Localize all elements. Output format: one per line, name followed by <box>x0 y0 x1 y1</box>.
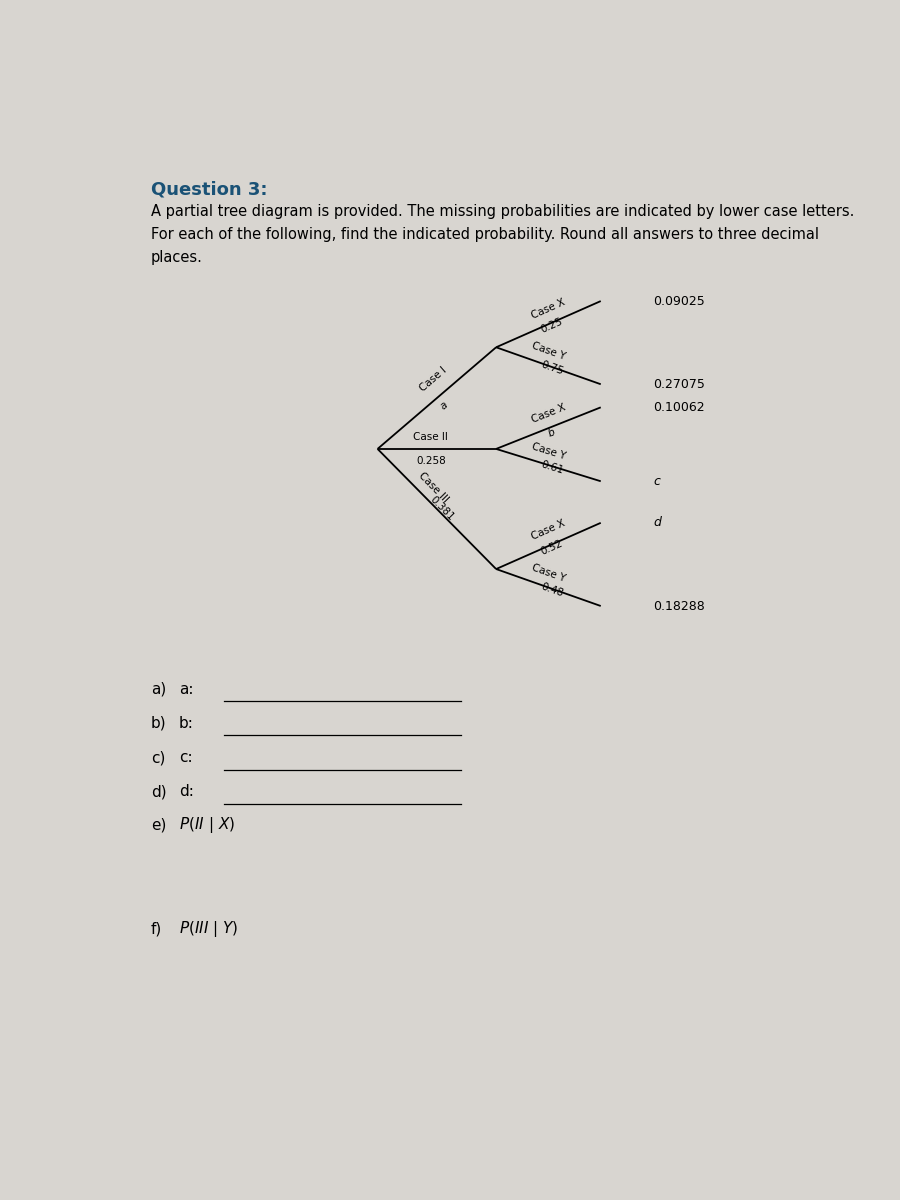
Text: c: c <box>653 475 660 487</box>
Text: Question 3:: Question 3: <box>151 181 267 199</box>
Text: Case X: Case X <box>530 402 567 425</box>
Text: places.: places. <box>151 251 202 265</box>
Text: b:: b: <box>179 716 194 731</box>
Text: c): c) <box>151 750 166 766</box>
Text: b): b) <box>151 716 166 731</box>
Text: a: a <box>438 401 449 412</box>
Text: 0.10062: 0.10062 <box>653 401 705 414</box>
Text: 0.48: 0.48 <box>539 582 564 599</box>
Text: 0.52: 0.52 <box>539 539 564 557</box>
Text: 0.09025: 0.09025 <box>653 294 705 307</box>
Text: b: b <box>547 427 557 439</box>
Text: 0.75: 0.75 <box>539 360 564 377</box>
Text: d: d <box>653 516 661 529</box>
Text: $P(II\ |\ X)$: $P(II\ |\ X)$ <box>179 815 235 835</box>
Text: c:: c: <box>179 750 193 766</box>
Text: A partial tree diagram is provided. The missing probabilities are indicated by l: A partial tree diagram is provided. The … <box>151 204 854 220</box>
Text: Case X: Case X <box>530 296 567 320</box>
Text: Case Y: Case Y <box>530 563 567 584</box>
Text: For each of the following, find the indicated probability. Round all answers to : For each of the following, find the indi… <box>151 227 819 242</box>
Text: 0.18288: 0.18288 <box>653 600 705 612</box>
Text: 0.258: 0.258 <box>416 456 446 467</box>
Text: Case X: Case X <box>530 518 567 542</box>
Text: a:: a: <box>179 682 194 697</box>
Text: Case III: Case III <box>417 470 450 504</box>
Text: 0.27075: 0.27075 <box>653 378 705 391</box>
Text: e): e) <box>151 817 166 833</box>
Text: $P(III\ |\ Y)$: $P(III\ |\ Y)$ <box>179 919 239 940</box>
Text: 0.25: 0.25 <box>539 317 564 335</box>
Text: 0.61: 0.61 <box>539 460 564 476</box>
Text: Case Y: Case Y <box>530 442 567 461</box>
Text: 0.381: 0.381 <box>428 494 456 523</box>
Text: Case II: Case II <box>413 432 448 442</box>
Text: d:: d: <box>179 785 194 799</box>
Text: f): f) <box>151 922 162 937</box>
Text: a): a) <box>151 682 166 697</box>
Text: Case Y: Case Y <box>530 341 567 362</box>
Text: d): d) <box>151 785 166 799</box>
Text: Case I: Case I <box>418 365 449 394</box>
